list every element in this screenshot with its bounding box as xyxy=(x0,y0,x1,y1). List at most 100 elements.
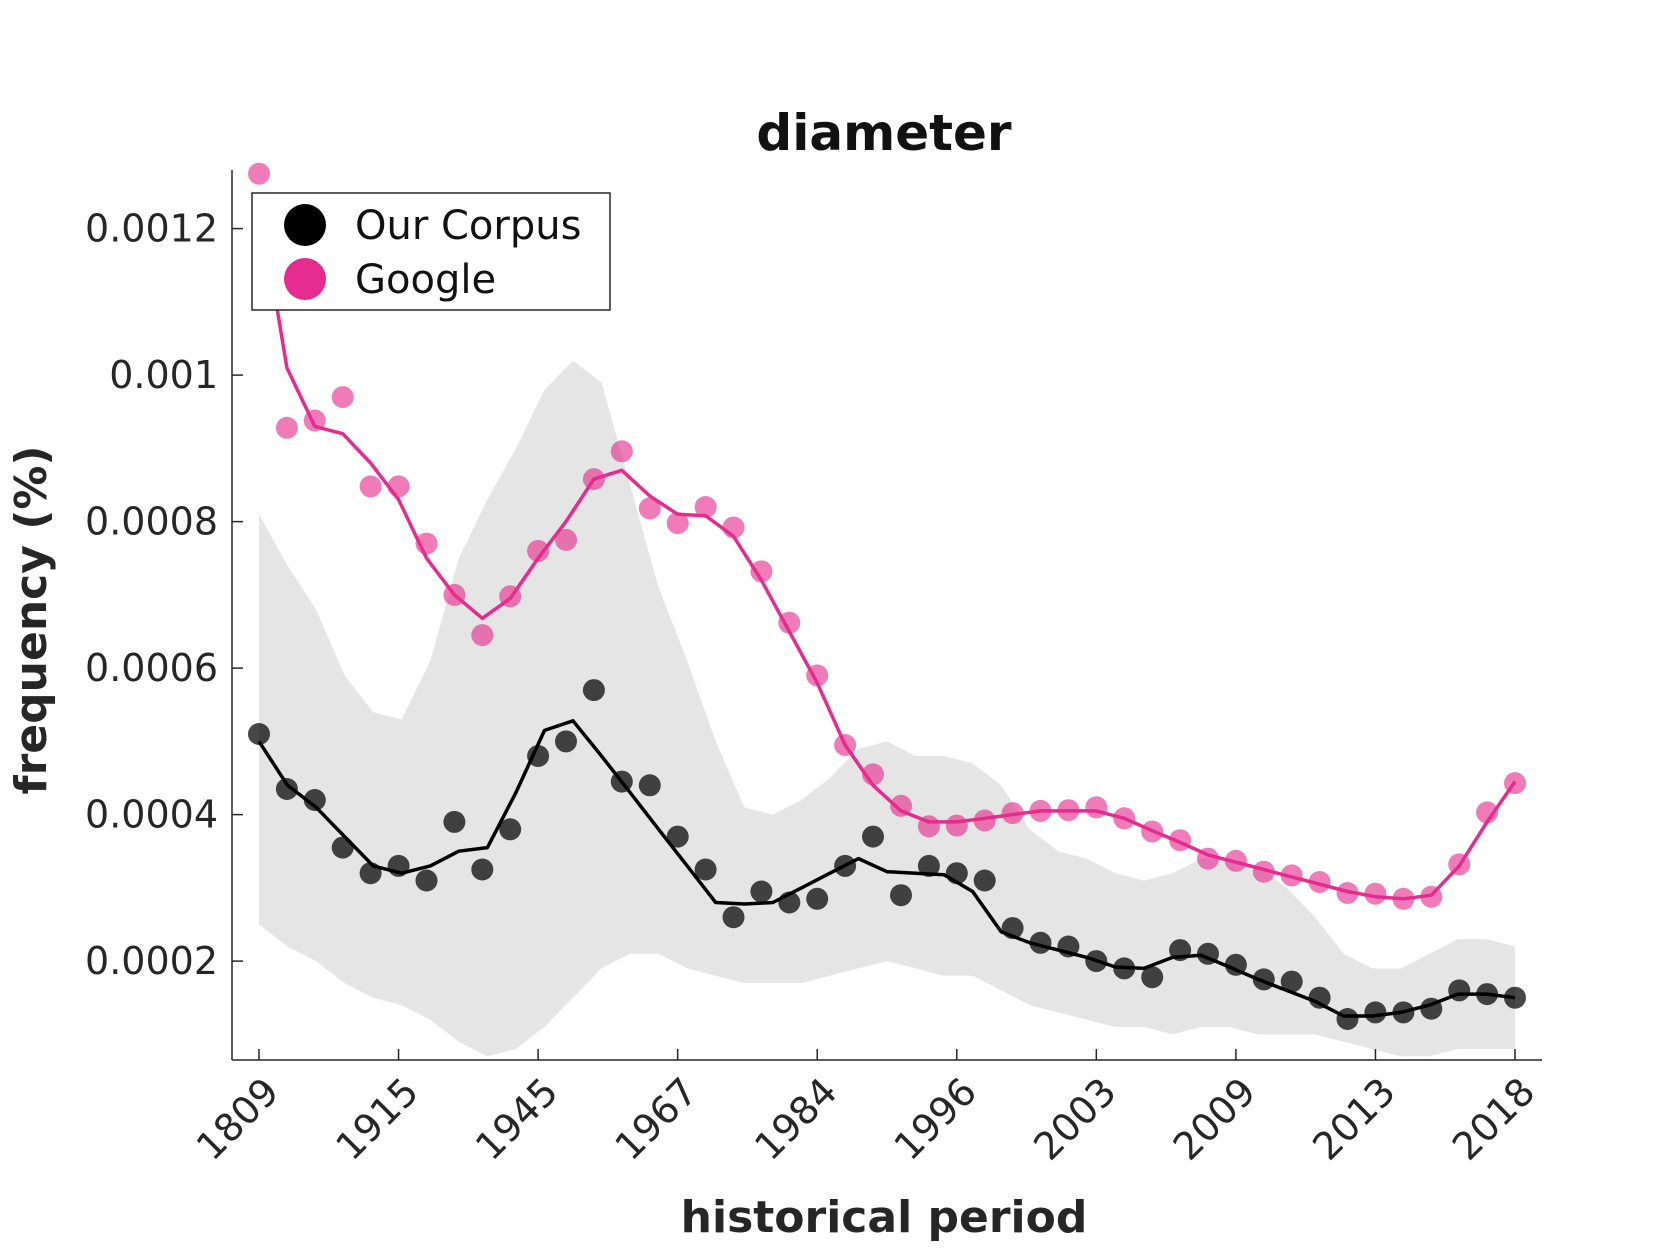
data-point-google xyxy=(1113,807,1136,830)
data-point-our-corpus xyxy=(471,858,494,881)
data-point-google xyxy=(555,528,577,551)
data-point-our-corpus xyxy=(1029,931,1052,954)
data-point-our-corpus xyxy=(638,774,661,797)
data-point-google xyxy=(666,512,689,535)
data-point-our-corpus xyxy=(1364,1001,1387,1024)
data-point-our-corpus xyxy=(945,862,968,885)
data-point-google xyxy=(806,664,829,687)
data-point-our-corpus xyxy=(666,825,689,848)
data-point-google xyxy=(973,809,996,832)
data-point-google xyxy=(303,409,326,432)
data-point-our-corpus xyxy=(555,730,577,753)
data-point-google xyxy=(1476,801,1499,824)
data-point-our-corpus xyxy=(331,836,354,859)
y-tick-label: 0.001 xyxy=(109,353,218,397)
data-point-google xyxy=(471,624,494,647)
data-point-google xyxy=(582,468,605,491)
data-point-our-corpus xyxy=(499,818,522,841)
data-point-our-corpus xyxy=(1113,957,1136,980)
series-line-our-corpus xyxy=(257,719,1516,1018)
data-point-google xyxy=(1224,849,1247,872)
legend: Our Corpus Google xyxy=(251,192,611,311)
data-point-google xyxy=(359,475,382,498)
series-lines-layer xyxy=(257,199,1517,1018)
data-point-google xyxy=(1141,820,1164,843)
data-point-google xyxy=(527,539,550,562)
data-point-google xyxy=(694,496,717,518)
data-point-our-corpus xyxy=(610,770,633,793)
data-point-our-corpus xyxy=(1448,979,1471,1002)
data-point-our-corpus xyxy=(917,854,940,877)
data-point-google xyxy=(1029,799,1052,822)
data-point-google xyxy=(1392,887,1415,910)
data-point-our-corpus xyxy=(1420,997,1443,1020)
data-point-google xyxy=(1197,847,1219,870)
data-point-our-corpus xyxy=(1392,1001,1415,1024)
y-tick-label: 0.0006 xyxy=(85,646,218,690)
y-tick-label: 0.0008 xyxy=(85,500,218,544)
data-point-google xyxy=(1057,799,1080,822)
legend-marker-our-corpus xyxy=(284,204,326,246)
data-point-google xyxy=(387,475,410,498)
data-point-our-corpus xyxy=(1001,917,1024,940)
data-point-google xyxy=(722,516,745,539)
y-tick-label: 0.0004 xyxy=(85,793,218,837)
data-point-our-corpus xyxy=(415,869,438,892)
legend-marker-google xyxy=(284,258,326,300)
data-point-our-corpus xyxy=(359,862,382,885)
data-point-google xyxy=(890,794,912,817)
axes xyxy=(231,170,1542,1061)
data-point-google xyxy=(610,440,633,463)
legend-label-our-corpus: Our Corpus xyxy=(355,203,581,249)
data-point-our-corpus xyxy=(582,679,605,702)
x-axis-label: historical period xyxy=(681,1192,1088,1243)
data-point-google xyxy=(834,734,857,756)
data-point-our-corpus xyxy=(275,778,298,800)
data-point-google xyxy=(443,583,466,606)
data-point-our-corpus xyxy=(1169,939,1192,962)
data-point-our-corpus xyxy=(694,858,717,881)
series-line-google xyxy=(257,199,1517,901)
data-point-our-corpus xyxy=(1224,953,1247,976)
data-point-google xyxy=(1504,772,1526,795)
y-axis-label: frequency (%) xyxy=(6,445,57,794)
data-point-our-corpus xyxy=(1308,986,1331,1009)
data-points-layer xyxy=(248,162,1526,1030)
legend-label-google: Google xyxy=(355,257,496,303)
data-point-google xyxy=(499,585,522,608)
data-point-our-corpus xyxy=(1197,942,1219,965)
data-point-google xyxy=(1420,885,1443,908)
data-point-our-corpus xyxy=(1141,966,1164,989)
data-point-our-corpus xyxy=(1085,950,1108,973)
data-point-our-corpus xyxy=(1057,935,1080,958)
y-tick-label: 0.0012 xyxy=(85,207,218,251)
data-point-google xyxy=(917,815,940,838)
data-point-our-corpus xyxy=(973,869,996,892)
data-point-google xyxy=(945,814,968,837)
data-point-our-corpus xyxy=(806,887,829,910)
data-point-our-corpus xyxy=(443,810,466,833)
data-point-google xyxy=(1448,853,1471,876)
data-point-google xyxy=(331,386,354,409)
y-ticks: 0.0002 0.0004 0.0006 0.0008 0.001 0.0012 xyxy=(85,207,243,983)
data-point-google xyxy=(1280,864,1303,887)
data-point-our-corpus xyxy=(778,891,801,914)
data-point-google xyxy=(862,763,884,786)
data-point-google xyxy=(1169,829,1192,852)
data-point-google xyxy=(1336,882,1359,904)
data-point-google xyxy=(1001,802,1024,825)
y-tick-label: 0.0002 xyxy=(85,939,218,983)
data-point-google xyxy=(415,532,438,555)
data-point-google xyxy=(1364,882,1387,905)
data-point-google xyxy=(778,611,801,634)
data-point-our-corpus xyxy=(387,854,410,877)
data-point-our-corpus xyxy=(1252,968,1275,991)
data-point-google xyxy=(275,416,298,439)
data-point-google xyxy=(638,497,661,520)
data-point-our-corpus xyxy=(890,884,912,907)
data-point-our-corpus xyxy=(303,789,326,811)
data-point-our-corpus xyxy=(527,745,550,767)
data-point-google xyxy=(248,162,270,185)
